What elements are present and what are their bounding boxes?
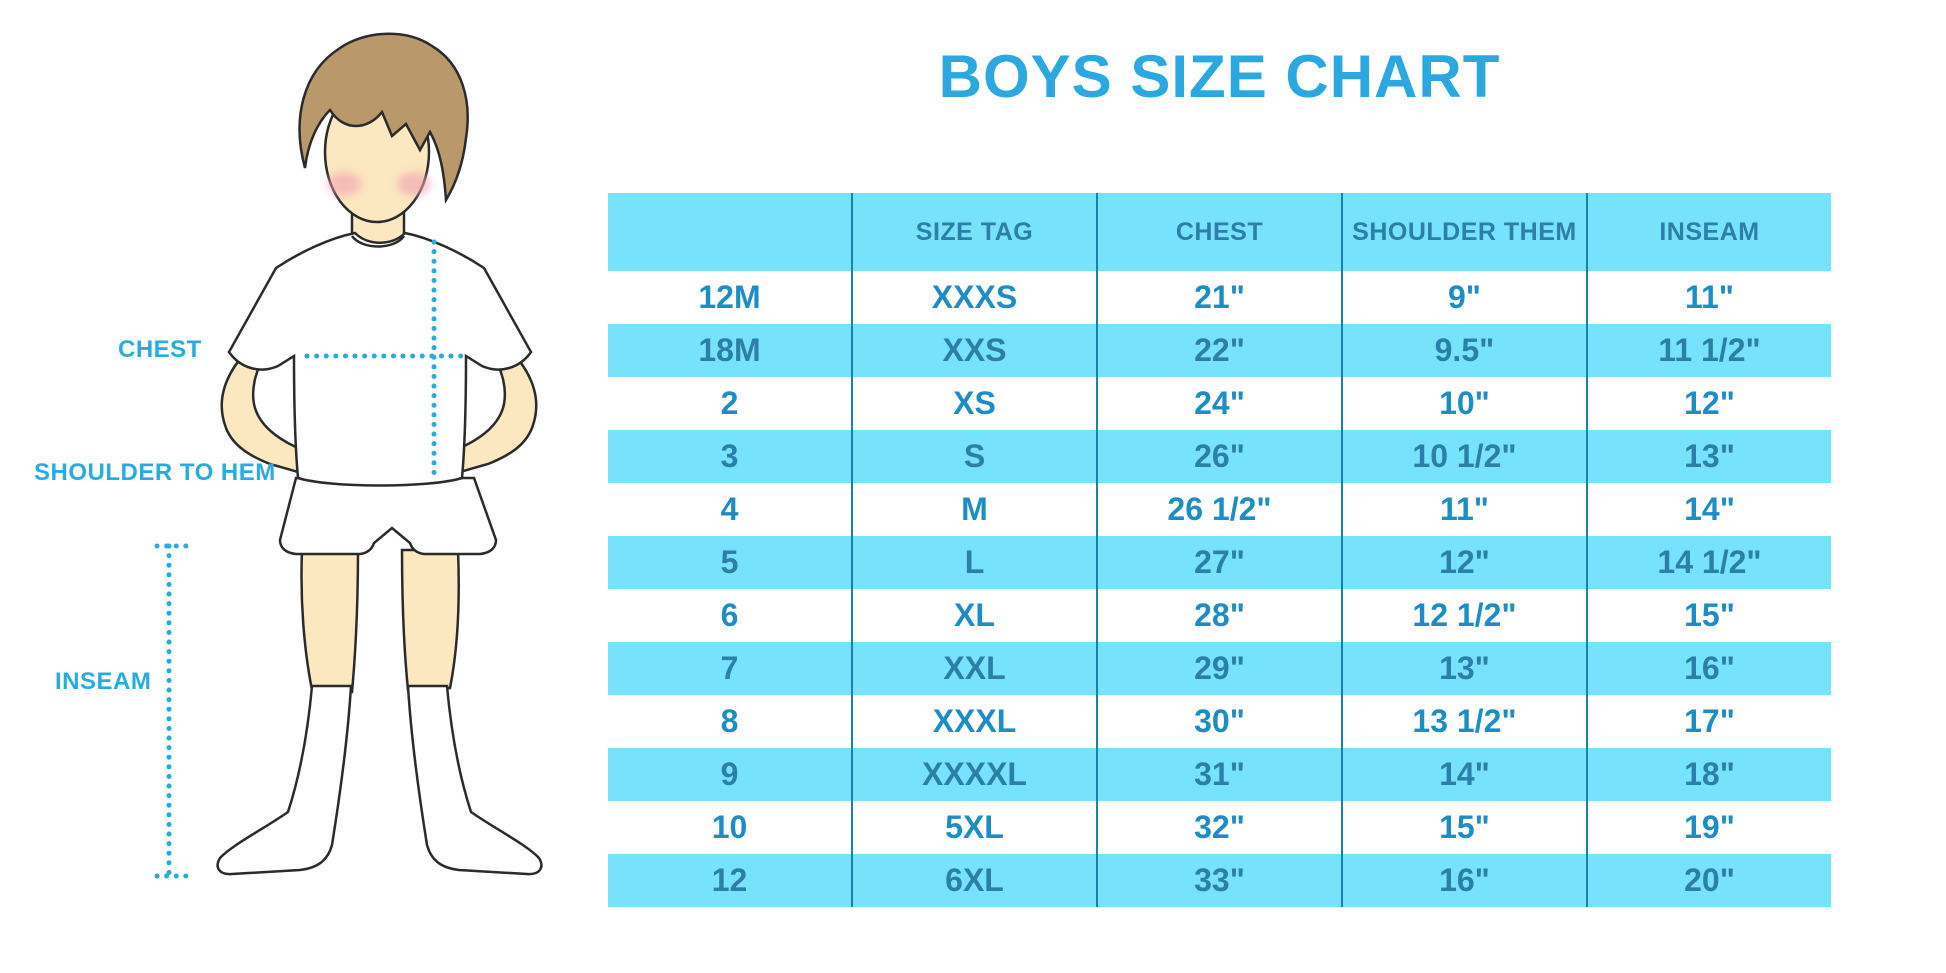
size-table: SIZE TAG CHEST SHOULDER THEM INSEAM 12M XXXS… <box>608 193 1831 907</box>
page-title: BOYS SIZE CHART <box>938 43 1501 110</box>
table-cell: 11" <box>1340 483 1587 536</box>
table-cell: L <box>851 536 1097 589</box>
boy-figure-illustration <box>154 32 543 879</box>
table-cell: XS <box>851 377 1097 430</box>
table-cell: 21" <box>1095 271 1342 324</box>
boy-right-sock <box>406 684 543 876</box>
table-cell: 9 <box>608 748 852 801</box>
table-cell: 12M <box>608 271 852 324</box>
table-cell: 26" <box>1095 430 1342 483</box>
table-cell: 28" <box>1095 589 1342 642</box>
table-cell: 6 <box>608 589 852 642</box>
boy-right-thigh <box>400 548 460 692</box>
table-cell: 12 1/2" <box>1340 589 1587 642</box>
table-cell: 11" <box>1585 271 1831 324</box>
table-cell: 15" <box>1340 801 1587 854</box>
table-row: 2 XS 24" 10" 12" <box>608 377 1831 430</box>
boy-hair <box>298 32 469 205</box>
table-cell: 16" <box>1340 854 1587 907</box>
boy-left-thigh <box>300 548 360 694</box>
table-cell: 14" <box>1585 483 1831 536</box>
table-cell: 5XL <box>851 801 1097 854</box>
table-cell: 2 <box>608 377 852 430</box>
table-cell: S <box>851 430 1097 483</box>
table-cell: 10 <box>608 801 852 854</box>
table-cell: 33" <box>1095 854 1342 907</box>
table-cell: 16" <box>1585 642 1831 695</box>
table-row: 12M XXXS 21" 9" 11" <box>608 271 1831 324</box>
table-row: 7 XXL 29" 13" 16" <box>608 642 1831 695</box>
shoulder-to-hem-label: SHOULDER TO HEM <box>34 459 276 486</box>
table-cell: 12 <box>608 854 852 907</box>
table-cell: 18" <box>1585 748 1831 801</box>
size-table-body: 12M XXXS 21" 9" 11" 18M XXS 22" 9.5" 11 1/2" 2 XS 24… <box>608 271 1831 907</box>
table-row: 18M XXS 22" 9.5" 11 1/2" <box>608 324 1831 377</box>
table-cell: 12" <box>1585 377 1831 430</box>
table-cell: 22" <box>1095 324 1342 377</box>
table-cell: 24" <box>1095 377 1342 430</box>
table-cell: M <box>851 483 1097 536</box>
table-cell: XXL <box>851 642 1097 695</box>
table-cell: 31" <box>1095 748 1342 801</box>
table-row: 9 XXXXL 31" 14" 18" <box>608 748 1831 801</box>
table-cell: 30" <box>1095 695 1342 748</box>
table-cell: 9" <box>1340 271 1587 324</box>
table-cell: 10 1/2" <box>1340 430 1587 483</box>
table-cell: 14 1/2" <box>1585 536 1831 589</box>
table-cell: 4 <box>608 483 852 536</box>
header-row: SIZE TAG CHEST SHOULDER THEM INSEAM <box>608 193 1831 271</box>
table-row: 4 M 26 1/2" 11" 14" <box>608 483 1831 536</box>
table-row: 3 S 26" 10 1/2" 13" <box>608 430 1831 483</box>
table-cell: 17" <box>1585 695 1831 748</box>
column-header <box>608 193 852 271</box>
table-row: 6 XL 28" 12 1/2" 15" <box>608 589 1831 642</box>
chest-label: CHEST <box>118 336 202 363</box>
boy-left-cheek <box>327 172 361 196</box>
table-cell: 29" <box>1095 642 1342 695</box>
table-cell: 15" <box>1585 589 1831 642</box>
inseam-label: INSEAM <box>55 668 152 695</box>
table-cell: XXXS <box>851 271 1097 324</box>
column-header: CHEST <box>1095 193 1342 271</box>
table-cell: 10" <box>1340 377 1587 430</box>
table-cell: 27" <box>1095 536 1342 589</box>
boy-right-cheek <box>397 172 431 196</box>
table-cell: 14" <box>1340 748 1587 801</box>
table-cell: 26 1/2" <box>1095 483 1342 536</box>
column-header: SHOULDER THEM <box>1340 193 1587 271</box>
table-cell: 13 1/2" <box>1340 695 1587 748</box>
table-cell: 18M <box>608 324 852 377</box>
boy-tshirt-collar <box>350 235 406 248</box>
table-cell: 13" <box>1340 642 1587 695</box>
table-row: 8 XXXL 30" 13 1/2" 17" <box>608 695 1831 748</box>
table-row: 10 5XL 32" 15" 19" <box>608 801 1831 854</box>
table-cell: XXXL <box>851 695 1097 748</box>
table-cell: XXXXL <box>851 748 1097 801</box>
table-cell: XXS <box>851 324 1097 377</box>
table-cell: 6XL <box>851 854 1097 907</box>
boy-tshirt <box>227 231 533 487</box>
size-table-header: SIZE TAG CHEST SHOULDER THEM INSEAM <box>608 193 1831 271</box>
table-cell: 5 <box>608 536 852 589</box>
table-cell: 11 1/2" <box>1585 324 1831 377</box>
table-cell: 32" <box>1095 801 1342 854</box>
table-cell: 8 <box>608 695 852 748</box>
boy-shorts <box>278 476 498 556</box>
table-cell: 12" <box>1340 536 1587 589</box>
column-header: SIZE TAG <box>851 193 1097 271</box>
table-cell: 7 <box>608 642 852 695</box>
table-row: 12 6XL 33" 16" 20" <box>608 854 1831 907</box>
table-cell: 13" <box>1585 430 1831 483</box>
table-row: 5 L 27" 12" 14 1/2" <box>608 536 1831 589</box>
table-cell: 3 <box>608 430 852 483</box>
table-cell: 19" <box>1585 801 1831 854</box>
table-cell: 9.5" <box>1340 324 1587 377</box>
table-cell: 20" <box>1585 854 1831 907</box>
boy-left-sock <box>216 684 353 876</box>
column-header: INSEAM <box>1585 193 1831 271</box>
table-cell: XL <box>851 589 1097 642</box>
